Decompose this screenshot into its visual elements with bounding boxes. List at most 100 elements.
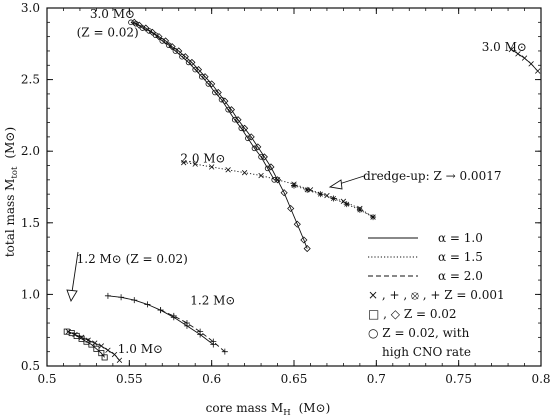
series bbox=[180, 159, 376, 220]
x-tick-label: 0.5 bbox=[37, 372, 56, 386]
x-tick-label: 0.75 bbox=[445, 372, 472, 386]
plus-marker bbox=[221, 348, 228, 355]
plus-marker bbox=[144, 301, 151, 308]
circle-marker bbox=[128, 19, 134, 26]
annotations: 3.0 M⊙ (Z = 0.02) 3.0 M⊙ 2.0 M⊙ dredge-up: Z… bbox=[77, 7, 527, 356]
circle-marker bbox=[192, 66, 199, 73]
series bbox=[130, 18, 311, 253]
circle-marker bbox=[185, 59, 192, 66]
cross-marker bbox=[515, 51, 521, 57]
circle-marker bbox=[251, 145, 258, 152]
circle-marker bbox=[152, 32, 159, 39]
y-tick-label: 2.0 bbox=[21, 144, 40, 158]
y-tick-label: 2.5 bbox=[21, 73, 40, 87]
circle-marker bbox=[271, 177, 278, 183]
cross-marker bbox=[258, 172, 264, 179]
cross-marker bbox=[72, 331, 78, 338]
circle-marker bbox=[179, 53, 185, 60]
circle-marker bbox=[172, 48, 179, 54]
cross-marker bbox=[98, 343, 105, 349]
axis-ticks: 0.5 0.55 0.6 0.65 0.7 0.75 0.8 0.5 1.0 1.5 2.0 2.5 3… bbox=[21, 1, 551, 386]
plus-marker bbox=[197, 328, 204, 335]
y-tick-label: 1.5 bbox=[21, 216, 40, 230]
cross-marker bbox=[85, 337, 91, 343]
legend-label: α = 2.0 bbox=[438, 269, 483, 283]
square-marker bbox=[93, 345, 100, 352]
star-marker bbox=[317, 191, 324, 198]
diamond-marker bbox=[161, 37, 170, 45]
circle-marker bbox=[245, 135, 251, 142]
x-tick-label: 0.55 bbox=[116, 372, 143, 386]
cross-marker bbox=[241, 169, 248, 176]
y-tick-label: 3.0 bbox=[21, 1, 40, 15]
y-tick-label: 0.5 bbox=[21, 359, 40, 373]
star-marker bbox=[356, 206, 363, 213]
annotation-label: 3.0 M⊙ bbox=[90, 7, 135, 21]
circle-marker bbox=[218, 96, 225, 103]
diamond-marker bbox=[303, 245, 311, 253]
diamond-marker bbox=[168, 43, 176, 51]
legend-label: high CNO rate bbox=[382, 345, 471, 359]
diamond-marker bbox=[142, 24, 150, 32]
plot-marks bbox=[63, 18, 541, 363]
plus-marker bbox=[183, 320, 190, 327]
series bbox=[508, 46, 541, 74]
diamond-marker bbox=[287, 204, 295, 213]
cross-marker bbox=[105, 347, 111, 353]
legend-label: ○ Z = 0.02, with bbox=[368, 326, 470, 340]
cross-marker bbox=[180, 159, 187, 166]
circle-marker bbox=[264, 165, 271, 172]
x-tick-label: 0.6 bbox=[202, 372, 221, 386]
plus-marker bbox=[157, 307, 164, 314]
series bbox=[128, 19, 278, 183]
x-axis-title: core mass MH (M⊙) bbox=[206, 401, 331, 418]
circle-marker bbox=[258, 154, 264, 160]
annotation-label: (Z = 0.02) bbox=[77, 26, 139, 40]
circle-marker bbox=[212, 89, 218, 96]
cross-marker bbox=[508, 46, 515, 53]
cross-marker bbox=[92, 340, 98, 346]
annotation-label: 1.0 M⊙ bbox=[118, 342, 163, 356]
cross-marker bbox=[192, 161, 198, 167]
series bbox=[157, 307, 228, 355]
x-tick-label: 0.8 bbox=[531, 372, 550, 386]
plus-marker bbox=[104, 292, 111, 299]
square-marker bbox=[101, 354, 108, 361]
plus-marker bbox=[170, 312, 177, 319]
x-tick-label: 0.65 bbox=[281, 372, 308, 386]
annotation-label: 3.0 M⊙ bbox=[482, 40, 527, 54]
circle-marker bbox=[198, 73, 205, 80]
cross-marker bbox=[78, 334, 85, 341]
plus-marker bbox=[131, 297, 138, 304]
annotation-arrows bbox=[66, 175, 365, 303]
dredge-up-arrow-head bbox=[328, 179, 343, 190]
cross-marker bbox=[111, 351, 118, 358]
plus-marker bbox=[210, 338, 217, 345]
diamond-marker bbox=[300, 236, 308, 244]
legend-label: α = 1.0 bbox=[438, 231, 483, 245]
legend-label: α = 1.5 bbox=[438, 250, 483, 264]
circle-marker bbox=[205, 81, 212, 87]
diamond-marker bbox=[280, 189, 288, 197]
diamond-marker bbox=[234, 116, 242, 124]
cross-marker bbox=[535, 68, 541, 74]
series bbox=[65, 328, 123, 363]
circle-marker bbox=[146, 28, 152, 34]
circle-marker bbox=[166, 42, 172, 49]
circle-marker bbox=[159, 38, 166, 44]
annotation-label: 1.2 M⊙ (Z = 0.02) bbox=[77, 252, 188, 266]
square-marker bbox=[98, 350, 105, 357]
cross-marker bbox=[225, 167, 231, 173]
diamond-marker bbox=[155, 33, 163, 41]
annotation-label: 1.2 M⊙ bbox=[190, 293, 235, 307]
annotation-label: 2.0 M⊙ bbox=[180, 152, 225, 166]
x-tick-label: 0.7 bbox=[367, 372, 386, 386]
star-marker bbox=[370, 214, 377, 221]
legend-label: × , + , ⦻ , + Z = 0.001 bbox=[368, 288, 505, 302]
series-line bbox=[183, 162, 374, 218]
circle-marker bbox=[238, 125, 245, 132]
diamond-marker bbox=[227, 106, 235, 114]
cross-marker bbox=[324, 192, 330, 199]
cross-marker bbox=[274, 177, 281, 183]
y-tick-label: 1.0 bbox=[21, 287, 40, 301]
